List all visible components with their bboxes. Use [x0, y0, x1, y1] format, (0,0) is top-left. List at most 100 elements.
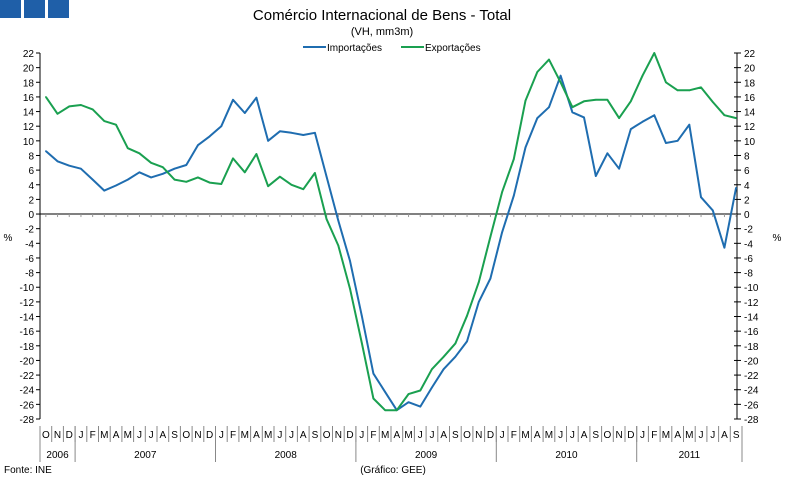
month-label: A: [253, 430, 260, 441]
data-point-exportacoes: [384, 409, 386, 412]
data-point-exportacoes: [302, 188, 305, 190]
data-point-importacoes: [606, 152, 609, 155]
data-point-exportacoes: [126, 147, 129, 149]
data-point-exportacoes: [501, 191, 503, 193]
y-tick-label-left: 8: [28, 151, 34, 162]
y-tick-label-right: 22: [744, 49, 756, 60]
data-point-importacoes: [103, 189, 106, 192]
data-point-importacoes: [477, 301, 480, 303]
credit-note: (Gráfico: GEE): [360, 465, 426, 476]
data-point-importacoes: [618, 167, 620, 170]
data-point-exportacoes: [396, 409, 398, 412]
data-point-exportacoes: [735, 117, 737, 119]
data-point-importacoes: [232, 99, 234, 101]
y-tick-label-right: -28: [744, 415, 759, 426]
y-tick-label-left: 4: [28, 181, 34, 192]
data-point-exportacoes: [571, 106, 574, 108]
y-tick-label-right: -14: [744, 313, 759, 324]
series-line-exportacoes: [45, 52, 737, 412]
month-label: A: [440, 430, 447, 441]
month-label: O: [42, 430, 50, 441]
month-label: O: [463, 430, 471, 441]
data-point-exportacoes: [337, 244, 340, 247]
data-point-importacoes: [56, 160, 59, 163]
y-tick-label-right: 10: [744, 137, 756, 148]
data-point-importacoes: [711, 209, 714, 212]
data-point-importacoes: [314, 131, 316, 134]
year-label: 2010: [555, 450, 578, 461]
data-point-exportacoes: [349, 287, 351, 290]
month-label: N: [335, 430, 342, 441]
y-tick-label-left: -20: [20, 356, 35, 367]
month-label: M: [264, 430, 272, 441]
data-point-exportacoes: [653, 52, 656, 54]
data-point-exportacoes: [630, 100, 632, 103]
month-label: F: [651, 430, 657, 441]
data-point-importacoes: [197, 144, 199, 147]
data-point-importacoes: [150, 176, 152, 179]
month-label: F: [230, 430, 236, 441]
data-point-importacoes: [185, 164, 188, 166]
y-tick-label-right: 12: [744, 122, 756, 133]
year-label: 2006: [46, 450, 69, 461]
month-label: J: [277, 430, 282, 441]
y-tick-label-right: -22: [744, 371, 759, 382]
data-point-importacoes: [723, 246, 726, 249]
month-label: S: [171, 430, 178, 441]
data-point-importacoes: [80, 167, 82, 170]
data-point-importacoes: [431, 386, 433, 389]
month-label: J: [699, 430, 704, 441]
data-point-importacoes: [349, 260, 351, 262]
data-point-exportacoes: [103, 120, 106, 122]
data-point-importacoes: [279, 130, 281, 133]
data-point-importacoes: [594, 175, 597, 177]
data-point-exportacoes: [290, 183, 293, 186]
data-point-exportacoes: [711, 101, 714, 103]
y-tick-label-right: -18: [744, 342, 759, 353]
data-point-exportacoes: [56, 112, 59, 115]
month-label: A: [534, 430, 541, 441]
y-tick-label-right: -4: [744, 239, 753, 250]
data-point-importacoes: [700, 196, 702, 199]
data-point-exportacoes: [220, 183, 223, 185]
data-point-exportacoes: [536, 71, 539, 73]
month-label: S: [452, 430, 459, 441]
data-point-exportacoes: [431, 368, 433, 371]
data-point-importacoes: [454, 355, 457, 358]
y-tick-label-right: -12: [744, 298, 759, 309]
data-point-importacoes: [91, 178, 94, 181]
month-label: F: [90, 430, 96, 441]
data-point-exportacoes: [162, 166, 164, 168]
y-tick-label-right: -24: [744, 386, 759, 397]
data-point-exportacoes: [454, 342, 457, 345]
y-tick-label-left: 2: [28, 195, 34, 206]
y-tick-label-left: -26: [20, 400, 35, 411]
month-label: A: [113, 430, 120, 441]
month-label: D: [206, 430, 213, 441]
y-axis-label-left: %: [4, 233, 13, 244]
data-point-importacoes: [676, 140, 679, 142]
data-point-exportacoes: [524, 99, 527, 102]
data-point-exportacoes: [489, 235, 492, 238]
data-point-importacoes: [337, 219, 340, 222]
month-label: J: [219, 430, 224, 441]
y-tick-label-left: -2: [25, 225, 34, 236]
logo-square: [24, 0, 45, 18]
y-tick-label-left: 6: [28, 166, 34, 177]
data-point-importacoes: [290, 131, 293, 134]
data-point-exportacoes: [360, 342, 363, 344]
month-label: S: [733, 430, 740, 441]
y-tick-label-left: 0: [28, 210, 34, 221]
y-tick-label-left: -28: [20, 415, 35, 426]
month-label: A: [160, 430, 167, 441]
data-point-exportacoes: [583, 100, 585, 103]
month-label: S: [592, 430, 599, 441]
data-point-exportacoes: [407, 393, 410, 395]
data-point-exportacoes: [513, 158, 515, 160]
data-point-exportacoes: [150, 162, 152, 164]
data-point-importacoes: [45, 150, 47, 152]
month-label: J: [418, 430, 423, 441]
data-point-importacoes: [653, 114, 656, 117]
data-point-exportacoes: [91, 108, 94, 111]
